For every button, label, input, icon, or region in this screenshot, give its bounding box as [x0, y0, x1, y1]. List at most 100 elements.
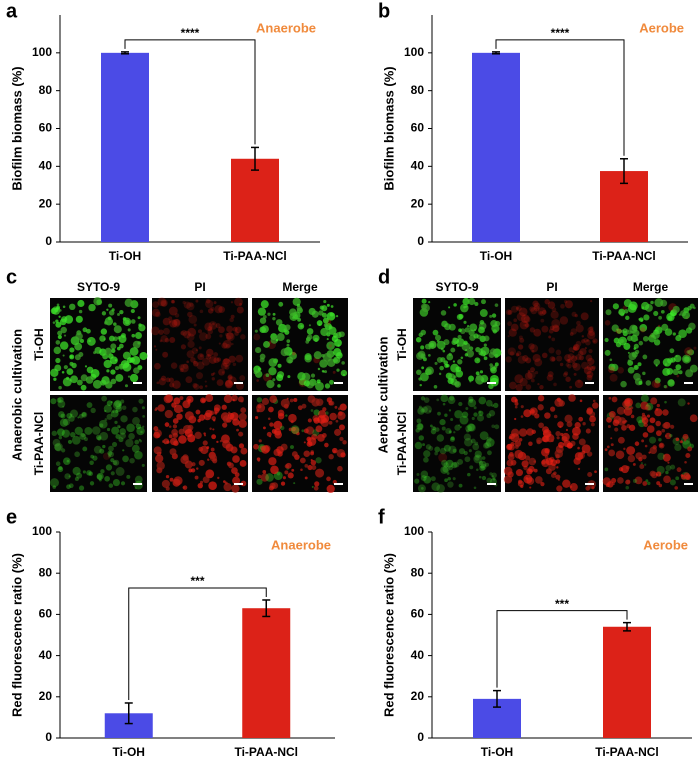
micrograph-texture	[133, 367, 140, 374]
micrograph-texture	[626, 335, 633, 342]
micrograph-texture	[284, 470, 289, 475]
micrograph-texture	[210, 372, 214, 377]
micrograph-texture	[554, 398, 564, 407]
micrograph-texture	[490, 320, 498, 328]
micrograph-texture	[577, 350, 584, 357]
micrograph-texture	[308, 324, 311, 327]
micrograph-texture	[199, 309, 204, 314]
micrograph-texture	[337, 407, 341, 411]
micrograph-texture	[316, 379, 321, 384]
micrograph-texture	[444, 363, 449, 368]
micrograph-texture	[655, 430, 662, 437]
micrograph-texture	[276, 333, 285, 341]
micrograph-texture	[488, 410, 496, 417]
micrograph-texture	[616, 328, 619, 331]
micrograph-texture	[118, 437, 124, 443]
micrograph-texture	[556, 355, 563, 362]
micrograph-texture	[183, 301, 191, 309]
micrograph-texture	[182, 363, 189, 370]
micrograph-texture	[606, 445, 610, 449]
micrograph-texture	[641, 454, 647, 460]
micrograph-texture	[627, 366, 635, 374]
micrograph-texture	[217, 476, 220, 480]
micrograph-texture	[216, 357, 222, 362]
micrograph-texture	[99, 423, 104, 428]
micrograph-texture	[240, 334, 246, 340]
micrograph-texture	[265, 473, 274, 482]
micrograph-texture	[162, 317, 171, 326]
micrograph-texture	[238, 431, 244, 437]
micrograph-texture	[122, 455, 129, 463]
micrograph-texture	[57, 330, 63, 336]
micrograph-texture	[514, 444, 519, 449]
micrograph-texture	[88, 471, 93, 477]
micrograph-texture	[459, 415, 469, 425]
micrograph-texture	[111, 441, 118, 448]
micrograph-texture	[155, 311, 161, 318]
micrograph-texture	[110, 378, 117, 385]
micrograph-texture	[62, 305, 66, 309]
micrograph-texture	[61, 448, 66, 453]
micrograph-texture	[541, 460, 546, 465]
micrograph-texture	[536, 437, 543, 444]
micrograph-texture	[563, 299, 568, 304]
micrograph-texture	[442, 402, 446, 406]
micrograph-texture	[489, 348, 497, 355]
micrograph-texture	[104, 347, 112, 355]
micrograph-texture	[313, 409, 320, 416]
micrograph-texture	[466, 349, 475, 358]
micrograph-texture	[81, 412, 87, 417]
micrograph-texture	[541, 309, 547, 315]
micrograph-texture	[69, 354, 75, 360]
micrograph-texture	[507, 335, 510, 338]
micrograph-texture	[514, 417, 517, 421]
micrograph-texture	[677, 398, 686, 407]
micrograph-texture	[579, 348, 587, 356]
micrograph-texture	[262, 470, 267, 474]
micrograph-texture	[202, 476, 210, 484]
micrograph-texture	[319, 359, 328, 368]
micrograph-texture	[110, 471, 115, 476]
micrograph-texture	[447, 396, 456, 405]
micrograph-texture	[134, 475, 143, 484]
side-label: Aerobic cultivation	[375, 336, 390, 453]
micrograph-texture	[449, 436, 455, 442]
micrograph-texture	[310, 458, 313, 462]
micrograph-texture	[110, 458, 115, 463]
micrograph-texture	[446, 471, 450, 475]
significance-bracket	[128, 587, 267, 700]
micrograph-texture	[653, 310, 659, 316]
micrograph-texture	[571, 362, 578, 369]
micrograph-texture	[587, 357, 595, 366]
y-tick-label: 0	[45, 234, 52, 248]
micrograph-texture	[140, 430, 143, 434]
micrograph-texture	[468, 297, 476, 306]
micrograph-texture	[566, 358, 571, 363]
micrograph-texture	[523, 324, 526, 327]
micrograph-texture	[60, 326, 67, 334]
micrograph-texture	[645, 380, 652, 386]
micrograph-texture	[118, 425, 121, 429]
micrograph-texture	[209, 427, 212, 430]
micrograph-texture	[162, 351, 169, 358]
micrograph-texture	[645, 406, 649, 410]
micrograph-texture	[317, 367, 321, 371]
micrograph-texture	[541, 448, 550, 457]
micrograph-texture	[61, 429, 70, 438]
micrograph-texture	[479, 309, 488, 317]
micrograph-texture	[52, 438, 61, 447]
micrograph-texture	[636, 338, 639, 341]
micrograph-texture	[185, 376, 193, 384]
micrograph-texture	[273, 420, 283, 430]
micrograph-texture	[210, 306, 215, 311]
micrograph-texture	[475, 371, 480, 376]
micrograph-texture	[653, 358, 661, 366]
micrograph-texture	[310, 451, 315, 456]
micrograph-texture	[61, 370, 65, 374]
micrograph-texture	[665, 465, 672, 472]
micrograph-texture	[438, 372, 442, 376]
micrograph-texture	[529, 327, 536, 333]
micrograph-texture	[507, 310, 513, 315]
micrograph-texture	[62, 354, 65, 357]
micrograph-texture	[117, 424, 121, 429]
